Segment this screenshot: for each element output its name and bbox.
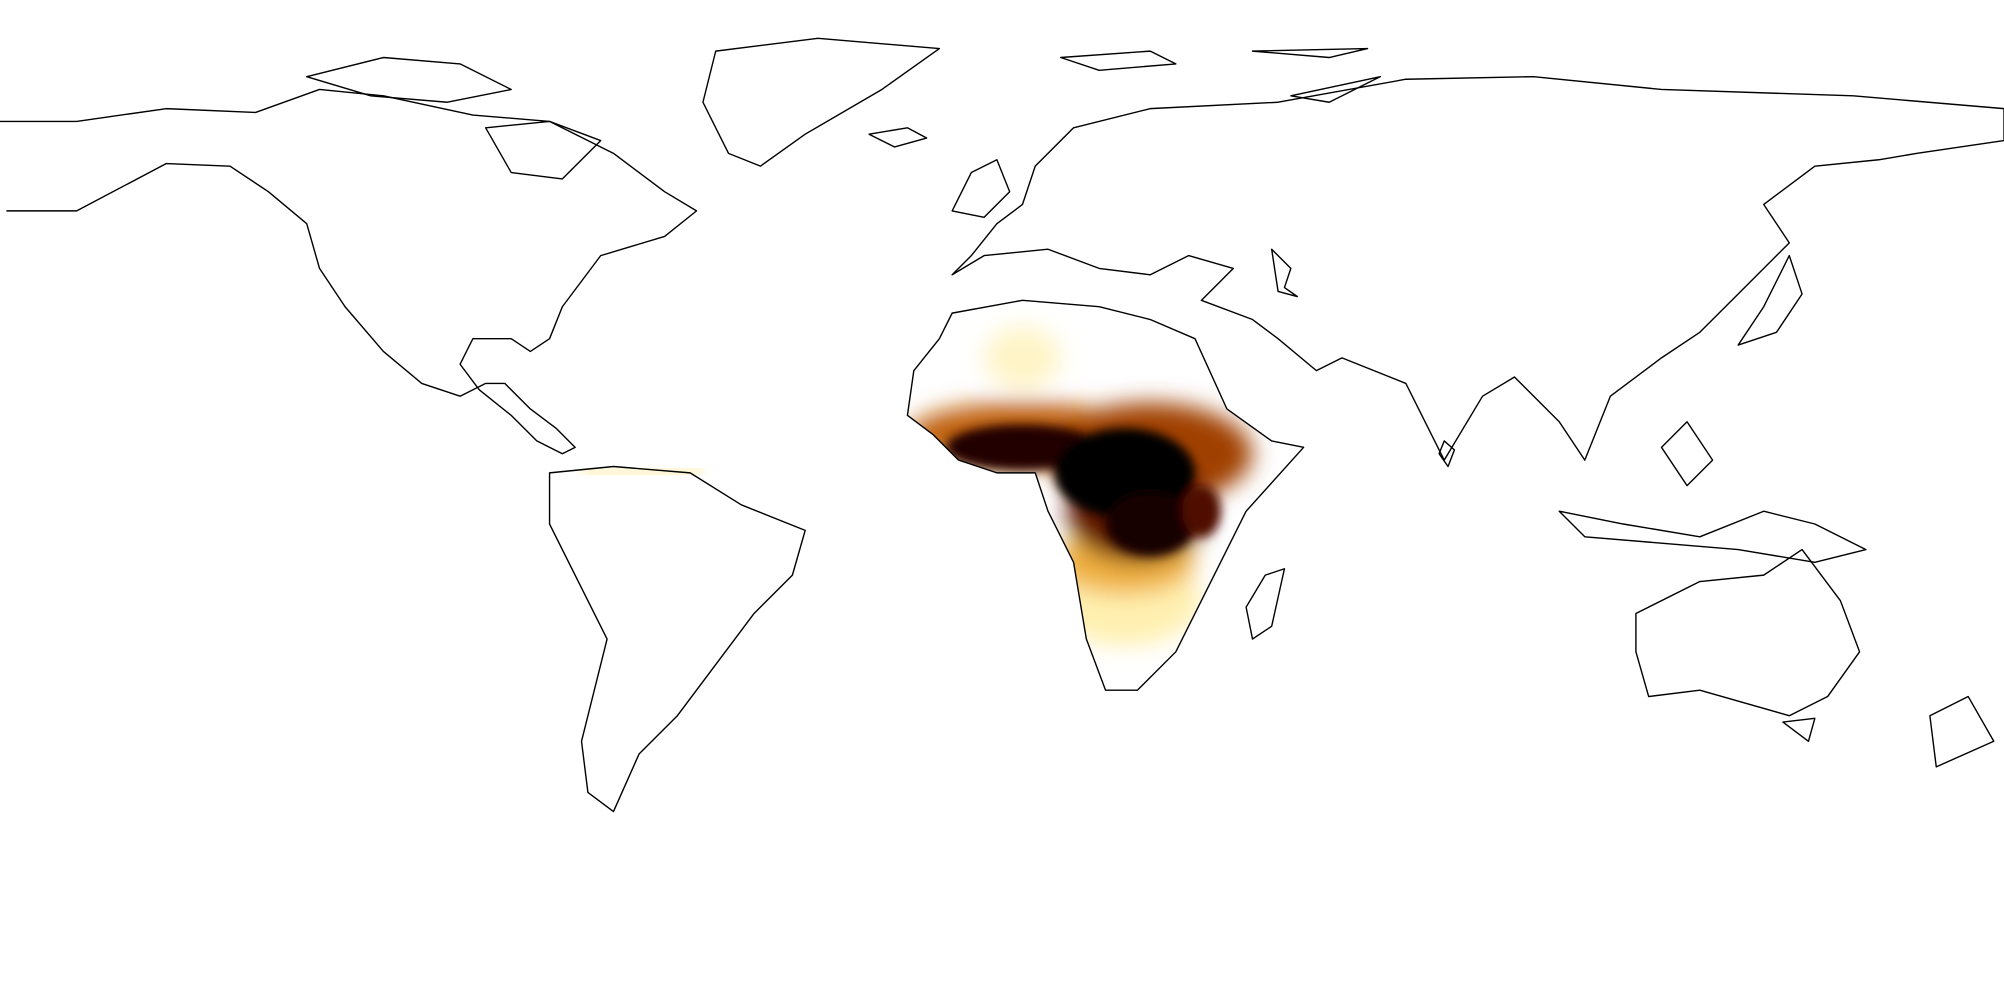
coastlines	[0, 37, 2004, 813]
density-heatmap	[907, 325, 1253, 646]
heat-trace	[581, 469, 703, 475]
